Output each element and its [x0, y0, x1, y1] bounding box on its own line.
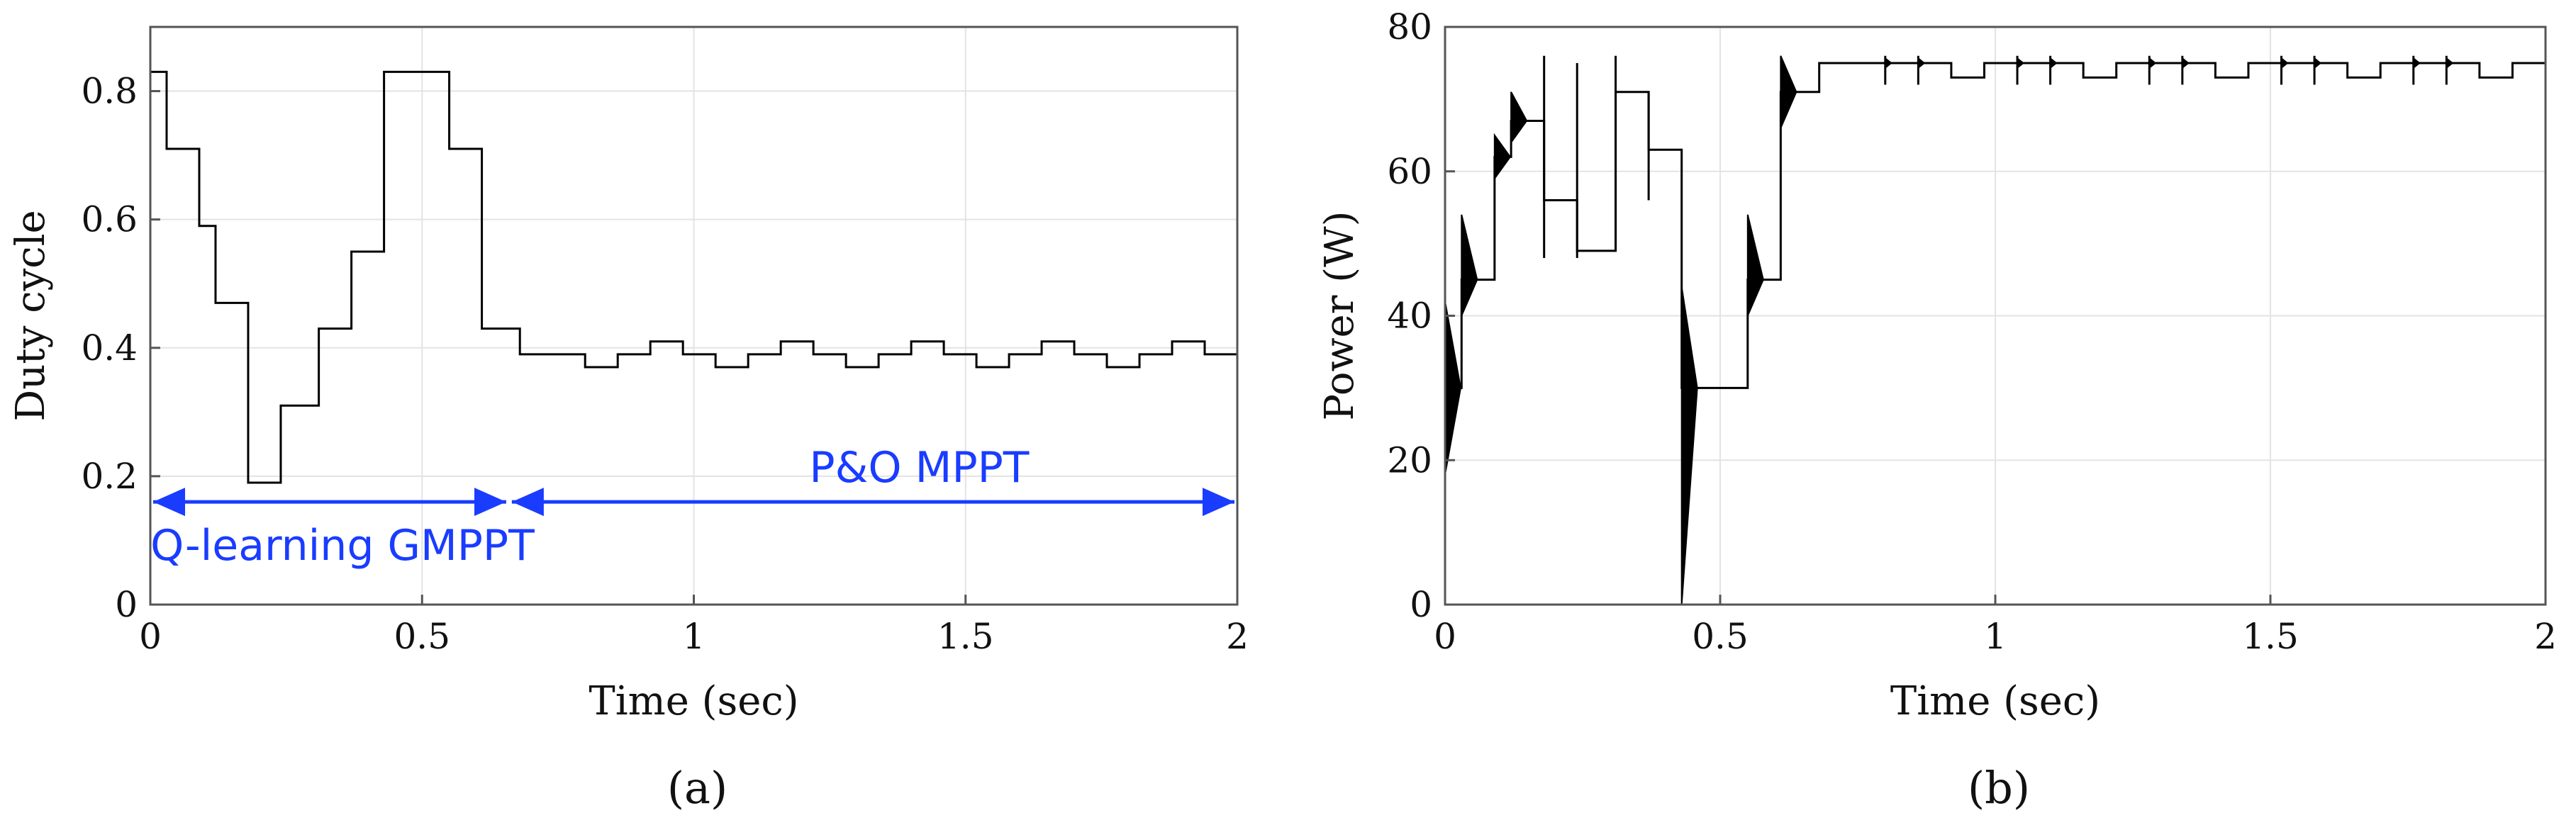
oscillation-burst — [1444, 301, 1462, 475]
y-tick-label: 0 — [1410, 584, 1432, 625]
spike-tick — [1918, 57, 1926, 69]
x-axis-label-b: Time (sec) — [1890, 678, 2100, 724]
y-axis-label-a: Duty cycle — [8, 210, 54, 421]
y-tick-label: 60 — [1387, 151, 1432, 192]
x-tick-label: 2 — [2534, 616, 2557, 657]
x-tick-label: 0.5 — [1692, 616, 1749, 657]
y-ticks-b: 0 20 40 60 80 — [1387, 6, 1455, 625]
trace-b — [1444, 55, 2546, 605]
y-tick-label: 80 — [1387, 6, 1432, 47]
series-line-duty-cycle — [150, 70, 1237, 484]
x-tick-label: 1.5 — [2242, 616, 2299, 657]
x-tick-label: 1.5 — [937, 616, 994, 657]
y-tick-label: 0.6 — [81, 199, 138, 240]
x-axis-label-a: Time (sec) — [589, 678, 798, 724]
panel-label-b: (b) — [1968, 762, 2030, 814]
y-tick-label: 20 — [1387, 439, 1432, 481]
x-tick-label: 2 — [1226, 616, 1249, 657]
x-tick-label: 0 — [139, 616, 162, 657]
oscillation-burst — [1510, 91, 1528, 145]
oscillation-burst — [1780, 55, 1797, 129]
y-ticks-a: 0 0.2 0.4 0.6 0.8 — [81, 71, 160, 625]
y-tick-label: 0.4 — [81, 327, 138, 369]
y-axis-label-b: Power (W) — [1317, 211, 1363, 420]
oscillation-burst — [1493, 133, 1512, 181]
x-ticks-a: 0 0.5 1 1.5 2 — [139, 595, 1249, 657]
panel-label-a: (a) — [667, 762, 727, 814]
annotation-q-learning: Q-learning GMPPT — [150, 521, 535, 571]
spike-tick — [2281, 57, 2289, 69]
grid-a — [150, 27, 1237, 605]
trace-a — [150, 70, 1237, 484]
spike-tick — [2050, 57, 2058, 69]
x-tick-label: 0.5 — [394, 616, 450, 657]
x-tick-label: 1 — [1984, 616, 2007, 657]
y-tick-label: 0.2 — [81, 456, 138, 497]
spike-tick — [2017, 57, 2025, 69]
grid-b — [1445, 27, 2546, 605]
chart-power: 0 0.5 1 1.5 2 0 20 40 60 80 Time (sec) Power (W)… — [1317, 6, 2557, 814]
oscillation-burst — [1746, 214, 1764, 316]
y-tick-label: 0 — [115, 584, 138, 625]
annotation-po-mppt: P&O MPPT — [809, 443, 1029, 493]
oscillation-burst — [1461, 214, 1478, 316]
x-ticks-b: 0 0.5 1 1.5 2 — [1434, 595, 2557, 657]
spike-tick — [2314, 57, 2322, 69]
y-tick-label: 0.8 — [81, 71, 138, 112]
x-tick-label: 0 — [1434, 616, 1456, 657]
y-tick-label: 40 — [1387, 296, 1432, 337]
oscillation-burst — [1680, 286, 1698, 605]
spike-tick — [2413, 57, 2421, 69]
spike-tick — [2149, 57, 2157, 69]
x-tick-label: 1 — [683, 616, 706, 657]
chart-duty-cycle: Q-learning GMPPT P&O MPPT 0 0.5 1 1.5 2 0 0.2… — [8, 26, 1249, 814]
spike-tick — [2446, 57, 2454, 69]
spike-tick — [1885, 57, 1892, 69]
spike-tick — [2182, 57, 2190, 69]
annotations-a: Q-learning GMPPT P&O MPPT — [150, 443, 1234, 571]
